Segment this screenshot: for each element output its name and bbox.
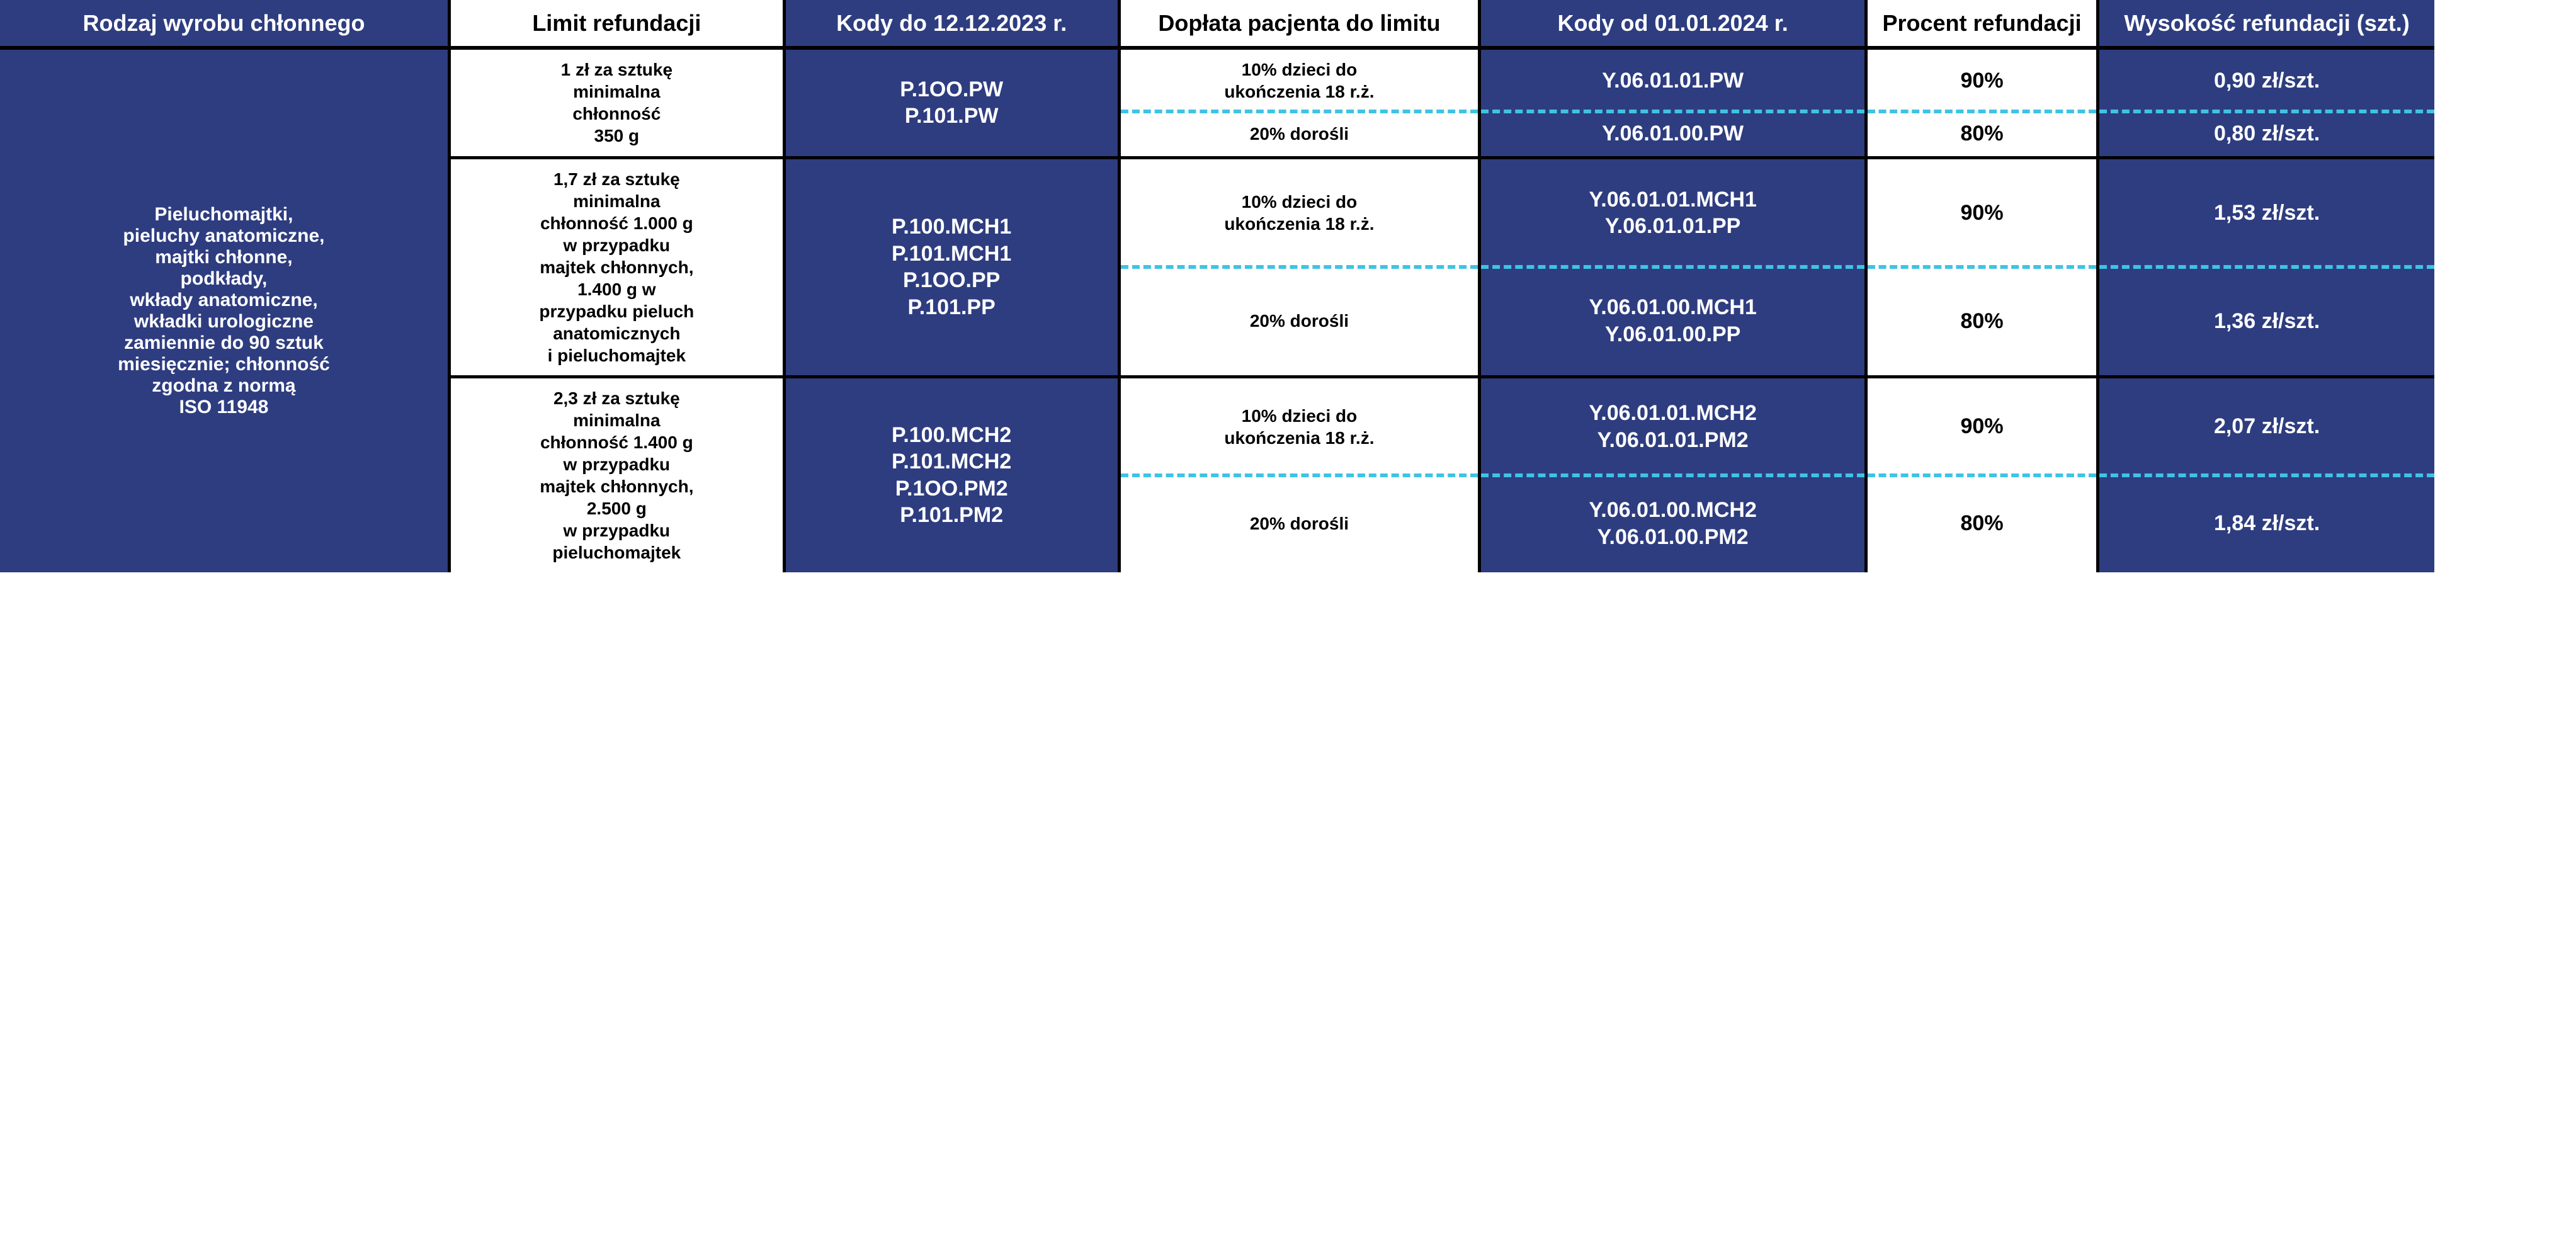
col-header-1: Limit refundacji [451,0,786,50]
doplata-0-0: 10% dzieci do ukończenia 18 r.ż. [1121,50,1482,111]
doplata-1-0: 10% dzieci do ukończenia 18 r.ż. [1121,159,1482,268]
procent-0-1: 80% [1868,111,2099,159]
wysokosc-2-1: 1,84 zł/szt. [2099,475,2434,572]
doplata-2-1: 20% dorośli [1121,475,1482,572]
limit-2: 2,3 zł za sztukę minimalna chłonność 1.4… [451,378,786,572]
procent-2-1: 80% [1868,475,2099,572]
col-header-4: Kody od 01.01.2024 r. [1481,0,1868,50]
wysokosc-1-1: 1,36 zł/szt. [2099,267,2434,378]
codes-new-0-1: Y.06.01.00.PW [1481,111,1868,159]
wysokosc-2-0: 2,07 zł/szt. [2099,378,2434,475]
codes-new-0-0: Y.06.01.01.PW [1481,50,1868,111]
procent-2-0: 90% [1868,378,2099,475]
wysokosc-0-0: 0,90 zł/szt. [2099,50,2434,111]
procent-1-0: 90% [1868,159,2099,268]
limit-0: 1 zł za sztukę minimalna chłonność 350 g [451,50,786,159]
codes-old-1: P.100.MCH1 P.101.MCH1 P.1OO.PP P.101.PP [786,159,1121,378]
procent-1-1: 80% [1868,267,2099,378]
doplata-2-0: 10% dzieci do ukończenia 18 r.ż. [1121,378,1482,475]
codes-old-0: P.1OO.PW P.101.PW [786,50,1121,159]
col-header-2: Kody do 12.12.2023 r. [786,0,1121,50]
codes-new-1-1: Y.06.01.00.MCH1 Y.06.01.00.PP [1481,267,1868,378]
procent-0-0: 90% [1868,50,2099,111]
codes-new-1-0: Y.06.01.01.MCH1 Y.06.01.01.PP [1481,159,1868,268]
doplata-0-1: 20% dorośli [1121,111,1482,159]
col-header-0: Rodzaj wyrobu chłonnego [0,0,451,50]
row-category: Pieluchomajtki, pieluchy anatomiczne, ma… [0,50,451,572]
codes-old-2: P.100.MCH2 P.101.MCH2 P.1OO.PM2 P.101.PM… [786,378,1121,572]
col-header-6: Wysokość refundacji (szt.) [2099,0,2434,50]
codes-new-2-0: Y.06.01.01.MCH2 Y.06.01.01.PM2 [1481,378,1868,475]
col-header-5: Procent refundacji [1868,0,2099,50]
doplata-1-1: 20% dorośli [1121,267,1482,378]
wysokosc-0-1: 0,80 zł/szt. [2099,111,2434,159]
codes-new-2-1: Y.06.01.00.MCH2 Y.06.01.00.PM2 [1481,475,1868,572]
col-header-3: Dopłata pacjenta do limitu [1121,0,1482,50]
wysokosc-1-0: 1,53 zł/szt. [2099,159,2434,268]
reimbursement-table: Rodzaj wyrobu chłonnego Limit refundacji… [0,0,2576,572]
limit-1: 1,7 zł za sztukę minimalna chłonność 1.0… [451,159,786,378]
